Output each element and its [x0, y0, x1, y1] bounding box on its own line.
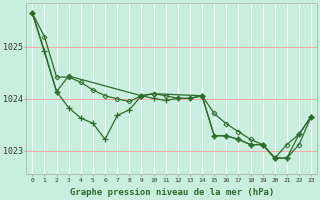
X-axis label: Graphe pression niveau de la mer (hPa): Graphe pression niveau de la mer (hPa) — [70, 188, 274, 197]
